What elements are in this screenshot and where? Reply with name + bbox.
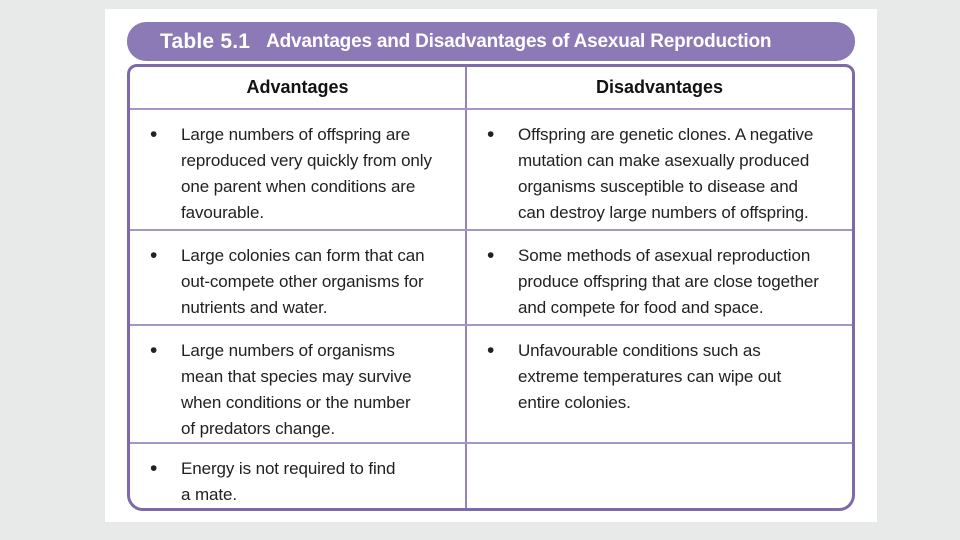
disadvantage-cell-empty [467, 444, 852, 508]
bullet-icon: • [487, 244, 495, 267]
disadvantage-cell: • Unfavourable conditions such as extrem… [467, 326, 852, 442]
bullet-icon: • [487, 339, 495, 362]
advantage-cell: • Energy is not required to find a mate. [130, 444, 467, 508]
disadvantage-cell: • Some methods of asexual reproduction p… [467, 231, 852, 324]
bullet-icon: • [150, 339, 158, 362]
table-caption-bar: Table 5.1 Advantages and Disadvantages o… [127, 22, 855, 61]
advantage-cell: • Large numbers of organisms mean that s… [130, 326, 467, 442]
column-header-advantages: Advantages [130, 67, 467, 108]
document-page: Table 5.1 Advantages and Disadvantages o… [105, 9, 877, 522]
table-row: • Energy is not required to find a mate. [130, 442, 852, 508]
advantage-text: Large numbers of offspring are reproduce… [181, 125, 432, 222]
bullet-icon: • [487, 123, 495, 146]
bullet-icon: • [150, 244, 158, 267]
table-row: • Large numbers of offspring are reprodu… [130, 108, 852, 229]
disadvantage-text: Unfavourable conditions such as extreme … [518, 341, 782, 412]
table-row: • Large numbers of organisms mean that s… [130, 324, 852, 442]
advantage-text: Energy is not required to find a mate. [181, 459, 396, 504]
table-title: Advantages and Disadvantages of Asexual … [266, 30, 772, 52]
disadvantage-text: Some methods of asexual reproduction pro… [518, 246, 819, 317]
table-header-row: Advantages Disadvantages [130, 67, 852, 108]
bullet-icon: • [150, 123, 158, 146]
advantages-disadvantages-table: Advantages Disadvantages • Large numbers… [127, 64, 855, 511]
disadvantage-cell: • Offspring are genetic clones. A negati… [467, 110, 852, 229]
advantage-cell: • Large colonies can form that can out-c… [130, 231, 467, 324]
table-number: Table 5.1 [160, 29, 251, 53]
column-header-disadvantages: Disadvantages [595, 77, 724, 97]
table-row: • Large colonies can form that can out-c… [130, 229, 852, 324]
advantage-cell: • Large numbers of offspring are reprodu… [130, 110, 467, 229]
advantage-text: Large numbers of organisms mean that spe… [181, 341, 412, 438]
advantage-text: Large colonies can form that can out-com… [181, 246, 425, 317]
bullet-icon: • [150, 457, 158, 480]
disadvantage-text: Offspring are genetic clones. A negative… [518, 125, 814, 222]
